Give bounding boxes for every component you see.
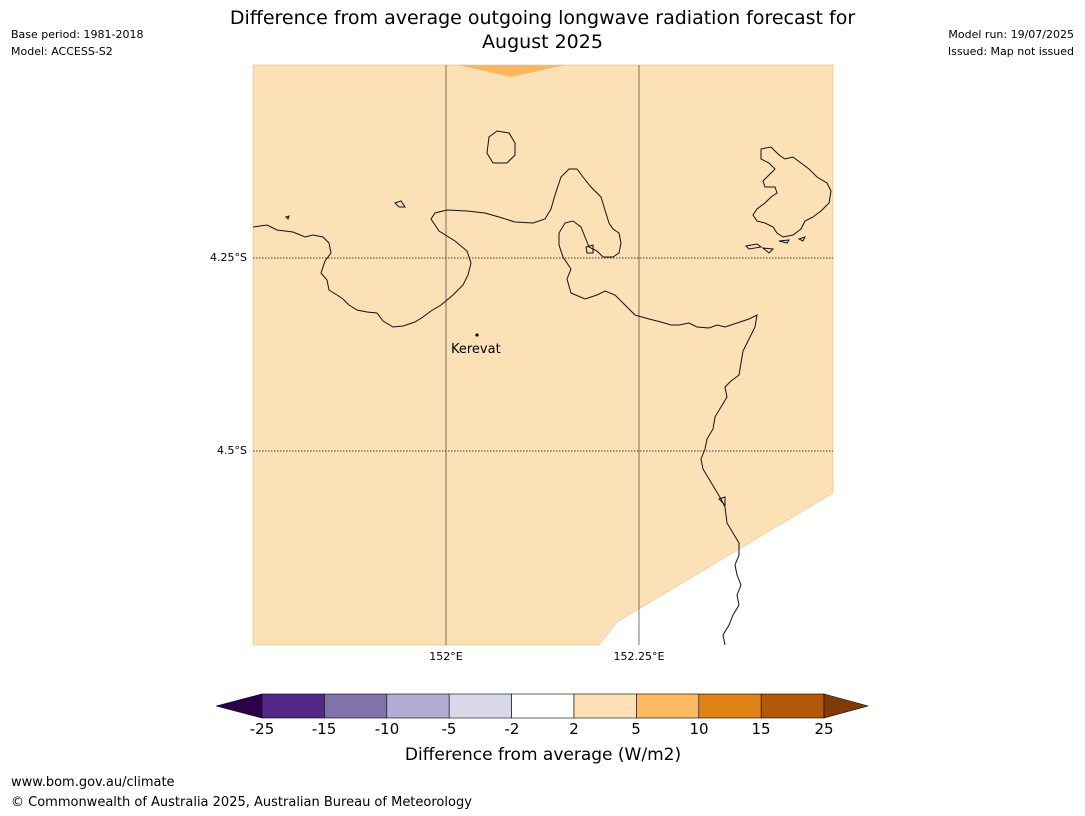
anomaly-region-5-10 xyxy=(458,65,565,77)
base-period-text: Base period: 1981-2018 xyxy=(11,28,144,41)
colorbar-tick-label: 5 xyxy=(631,720,641,738)
title-line-2: August 2025 xyxy=(482,31,603,53)
lon-label-152-25e: 152.25°E xyxy=(613,650,665,663)
lat-label-4-25s: 4.25°S xyxy=(210,251,247,264)
colorbar-bin-5-10 xyxy=(636,693,700,719)
colorbar-bin-extend-high xyxy=(823,693,870,719)
islet-east-2 xyxy=(761,247,775,254)
colorbar-tick-label: -10 xyxy=(374,720,400,738)
lat-label-4-5s: 4.5°S xyxy=(217,444,247,457)
colorbar-tick-label: -5 xyxy=(441,720,457,738)
colorbar-bin-n15-n10 xyxy=(324,693,388,719)
kerevat-marker xyxy=(475,333,479,337)
anomaly-region-2-5 xyxy=(252,64,834,646)
islet-small-west xyxy=(285,215,290,220)
island-north xyxy=(486,130,516,164)
islet-west xyxy=(394,200,406,208)
islet-river xyxy=(718,496,726,507)
colorbar-tick-label: 10 xyxy=(689,720,709,738)
colorbar xyxy=(216,693,870,719)
colorbar-tick-label: 15 xyxy=(751,720,771,738)
kerevat-label: Kerevat xyxy=(451,342,501,357)
model-text: Model: ACCESS-S2 xyxy=(11,45,113,58)
map-area xyxy=(252,64,834,646)
header-left-info: Base period: 1981-2018 Model: ACCESS-S2 xyxy=(11,26,143,60)
colorbar-tick-label: 25 xyxy=(814,720,834,738)
footer-url[interactable]: www.bom.gov.au/climate xyxy=(11,775,175,790)
footer-copyright: © Commonwealth of Australia 2025, Austra… xyxy=(11,795,472,810)
colorbar-bin-10-15 xyxy=(698,693,762,719)
colorbar-tick-label: -15 xyxy=(311,720,337,738)
colorbar-bin-15-25 xyxy=(760,693,825,719)
islet-east-4 xyxy=(797,236,806,242)
colorbar-bin-n25-n15 xyxy=(261,693,325,719)
colorbar-tick-label: 2 xyxy=(569,720,579,738)
lon-label-152e: 152°E xyxy=(429,650,463,663)
coastline-east-islands xyxy=(752,146,832,238)
model-run-text: Model run: 19/07/2025 xyxy=(948,28,1074,41)
islet-bay xyxy=(585,244,594,254)
colorbar-tick-label: -2 xyxy=(504,720,520,738)
colorbar-bin-n5-n2 xyxy=(448,693,512,719)
coastline-main xyxy=(252,168,758,646)
issued-text: Issued: Map not issued xyxy=(947,45,1074,58)
islet-east-3 xyxy=(778,239,791,244)
title-line-1: Difference from average outgoing longwav… xyxy=(229,7,856,29)
header-right-info: Model run: 19/07/2025 Issued: Map not is… xyxy=(948,26,1074,60)
islet-east-1 xyxy=(744,243,763,250)
colorbar-title: Difference from average (W/m2) xyxy=(404,745,682,765)
map-title: Difference from average outgoing longwav… xyxy=(170,6,915,54)
colorbar-bin-n2-2 xyxy=(511,693,575,719)
colorbar-bin-n10-n5 xyxy=(386,693,450,719)
colorbar-bin-extend-low xyxy=(216,693,263,719)
colorbar-bin-2-5 xyxy=(573,693,637,719)
colorbar-tick-label: -25 xyxy=(249,720,275,738)
